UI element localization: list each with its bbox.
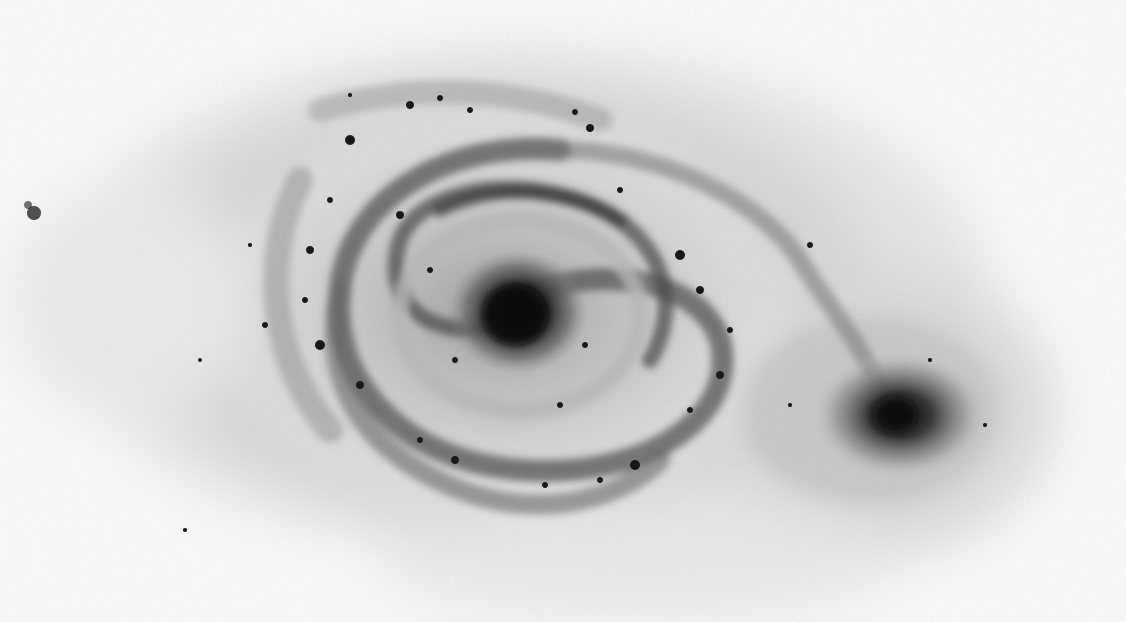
galaxy-image (0, 0, 1126, 622)
grain-texture (0, 0, 1126, 622)
galaxy-illustration (0, 0, 1126, 622)
